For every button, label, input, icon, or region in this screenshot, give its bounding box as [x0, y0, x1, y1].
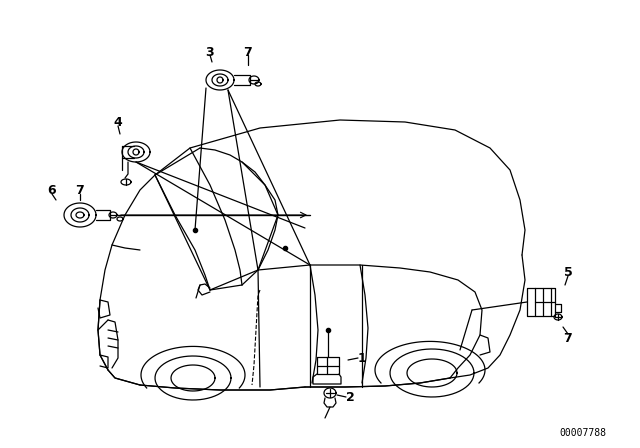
Text: 7: 7: [564, 332, 572, 345]
Text: 5: 5: [564, 266, 572, 279]
Text: 2: 2: [346, 391, 355, 404]
Text: 1: 1: [358, 352, 366, 365]
Text: 3: 3: [205, 46, 214, 59]
Text: 7: 7: [76, 184, 84, 197]
Text: 6: 6: [48, 184, 56, 197]
Text: 00007788: 00007788: [559, 428, 607, 438]
Text: 7: 7: [244, 46, 252, 59]
Text: 4: 4: [114, 116, 122, 129]
